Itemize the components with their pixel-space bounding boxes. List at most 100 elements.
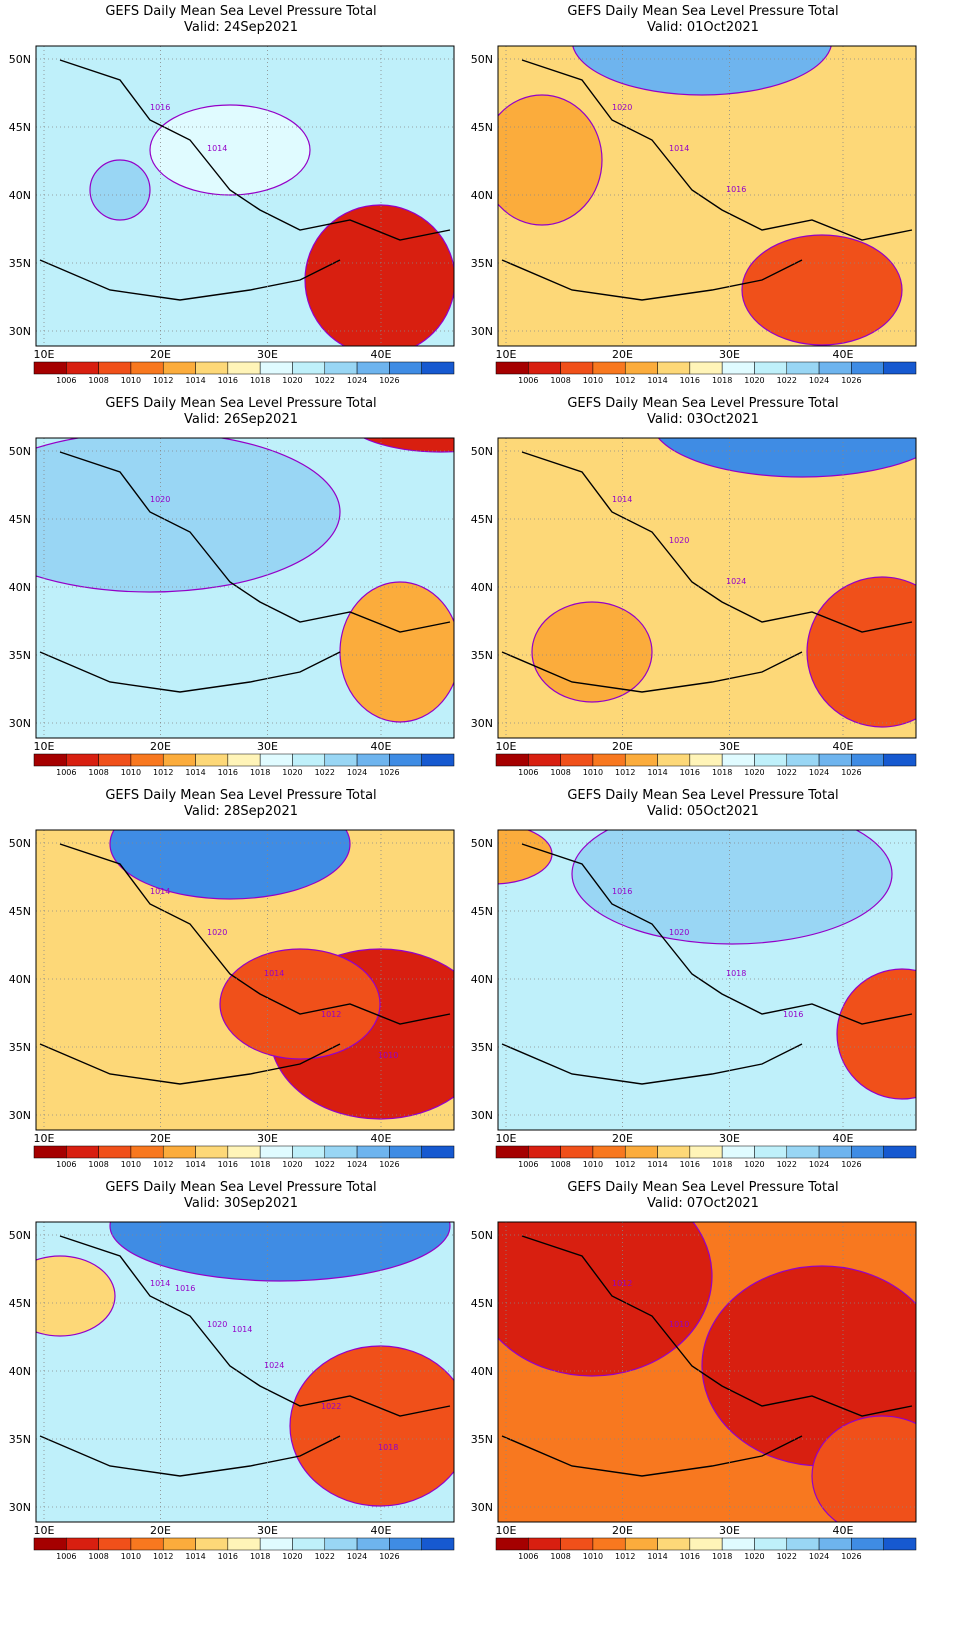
colorbar-swatch: [227, 1537, 261, 1551]
panel-valid-date: Valid: 28Sep2021: [184, 804, 298, 819]
pressure-region: [806, 576, 916, 728]
latitude-label: 50N: [471, 837, 493, 850]
colorbar-label: 1006: [518, 768, 538, 777]
pressure-region: [811, 1415, 916, 1522]
map-panel: GEFS Daily Mean Sea Level Pressure Total…: [0, 1176, 482, 1586]
colorbar-label: 1008: [550, 768, 570, 777]
colorbar-swatch: [98, 1537, 132, 1551]
colorbar-label: 1022: [315, 1160, 335, 1169]
colorbar-label: 1026: [379, 768, 399, 777]
colorbar-swatch: [495, 1537, 529, 1551]
longitude-label: 30E: [719, 348, 740, 361]
colorbar-swatch: [560, 361, 594, 375]
colorbar-swatch: [324, 361, 358, 375]
colorbar-label: 1014: [647, 1160, 667, 1169]
colorbar-swatch: [162, 1537, 196, 1551]
colorbar: 1006 1008 1010 1012 1014 1016 1018 1020 1022 1024…: [33, 1145, 455, 1169]
colorbar-swatch: [754, 1537, 788, 1551]
colorbar-label: 1012: [615, 376, 635, 385]
map-panel: GEFS Daily Mean Sea Level Pressure Total…: [462, 784, 944, 1194]
colorbar-swatch: [292, 1537, 326, 1551]
colorbar-swatch: [624, 361, 658, 375]
latitude-label: 50N: [9, 53, 31, 66]
colorbar-swatch: [689, 753, 723, 767]
colorbar-label: 1014: [185, 1160, 205, 1169]
contour-label: 1020: [669, 928, 689, 937]
colorbar: 1006 1008 1010 1012 1014 1016 1018 1020 1022 1024…: [33, 361, 455, 385]
latitude-label: 35N: [471, 257, 493, 270]
colorbar-swatch: [851, 753, 884, 767]
colorbar-swatch: [560, 1537, 594, 1551]
colorbar-swatch: [592, 361, 626, 375]
latitude-label: 35N: [9, 1433, 31, 1446]
colorbar-swatch: [818, 1537, 852, 1551]
colorbar-swatch: [259, 1537, 293, 1551]
latitude-label: 30N: [471, 1109, 493, 1122]
panel-title: GEFS Daily Mean Sea Level Pressure Total: [105, 4, 377, 19]
latitude-label: 50N: [9, 837, 31, 850]
colorbar-swatch: [851, 361, 884, 375]
map-panel: GEFS Daily Mean Sea Level Pressure Total…: [462, 1176, 944, 1586]
pressure-region: [362, 438, 454, 453]
colorbar-label: 1010: [121, 768, 141, 777]
colorbar-label: 1020: [744, 768, 764, 777]
colorbar-swatch: [495, 753, 529, 767]
colorbar-swatch: [721, 361, 755, 375]
panel-title: GEFS Daily Mean Sea Level Pressure Total: [567, 4, 839, 19]
colorbar-label: 1026: [841, 1160, 861, 1169]
colorbar-label: 1022: [777, 376, 797, 385]
colorbar-swatch: [66, 1537, 99, 1551]
colorbar-label: 1008: [88, 1552, 108, 1561]
colorbar-swatch: [528, 1537, 561, 1551]
longitude-label: 30E: [719, 740, 740, 753]
colorbar-label: 1022: [777, 768, 797, 777]
colorbar-swatch: [421, 1537, 455, 1551]
panel-valid-date: Valid: 01Oct2021: [647, 20, 759, 35]
pressure-region: [30, 0, 410, 35]
colorbar-swatch: [657, 1145, 691, 1159]
coastlines: [501, 843, 913, 1085]
colorbar-label: 1016: [218, 1552, 238, 1561]
contour-label: 1014: [232, 1325, 252, 1334]
colorbar-label: 1022: [777, 1160, 797, 1169]
latitude-label: 50N: [471, 445, 493, 458]
colorbar-label: 1026: [841, 768, 861, 777]
longitude-label: 30E: [257, 740, 278, 753]
longitude-label: 10E: [496, 1524, 517, 1537]
colorbar-swatch: [324, 753, 358, 767]
pressure-region: [89, 159, 151, 221]
colorbar-label: 1026: [379, 1552, 399, 1561]
colorbar-swatch: [389, 1145, 422, 1159]
longitude-label: 20E: [612, 1524, 633, 1537]
map-panel: GEFS Daily Mean Sea Level Pressure Total…: [462, 392, 944, 802]
colorbar-swatch: [883, 753, 917, 767]
colorbar-swatch: [33, 753, 67, 767]
longitude-label: 40E: [371, 1132, 392, 1145]
colorbar-label: 1016: [680, 1552, 700, 1561]
colorbar-swatch: [324, 1537, 358, 1551]
latitude-label: 50N: [9, 1229, 31, 1242]
colorbar-label: 1018: [712, 1552, 732, 1561]
colorbar-swatch: [721, 1537, 755, 1551]
colorbar-swatch: [754, 361, 788, 375]
contour-label: 1012: [612, 1279, 632, 1288]
colorbar-label: 1024: [347, 1160, 367, 1169]
coastlines: [501, 1235, 913, 1477]
contour-label: 1020: [669, 536, 689, 545]
colorbar-swatch: [592, 1537, 626, 1551]
colorbar-swatch: [33, 361, 67, 375]
latitude-label: 45N: [9, 1297, 31, 1310]
colorbar-swatch: [324, 1145, 358, 1159]
colorbar-swatch: [292, 1145, 326, 1159]
pressure-region: [149, 104, 311, 196]
latitude-label: 40N: [471, 1365, 493, 1378]
colorbar-swatch: [883, 361, 917, 375]
colorbar-swatch: [292, 361, 326, 375]
longitude-label: 30E: [257, 1524, 278, 1537]
contour-label: 1012: [321, 1010, 341, 1019]
colorbar-label: 1022: [315, 1552, 335, 1561]
colorbar: 1006 1008 1010 1012 1014 1016 1018 1020 1022 1024…: [33, 753, 455, 777]
